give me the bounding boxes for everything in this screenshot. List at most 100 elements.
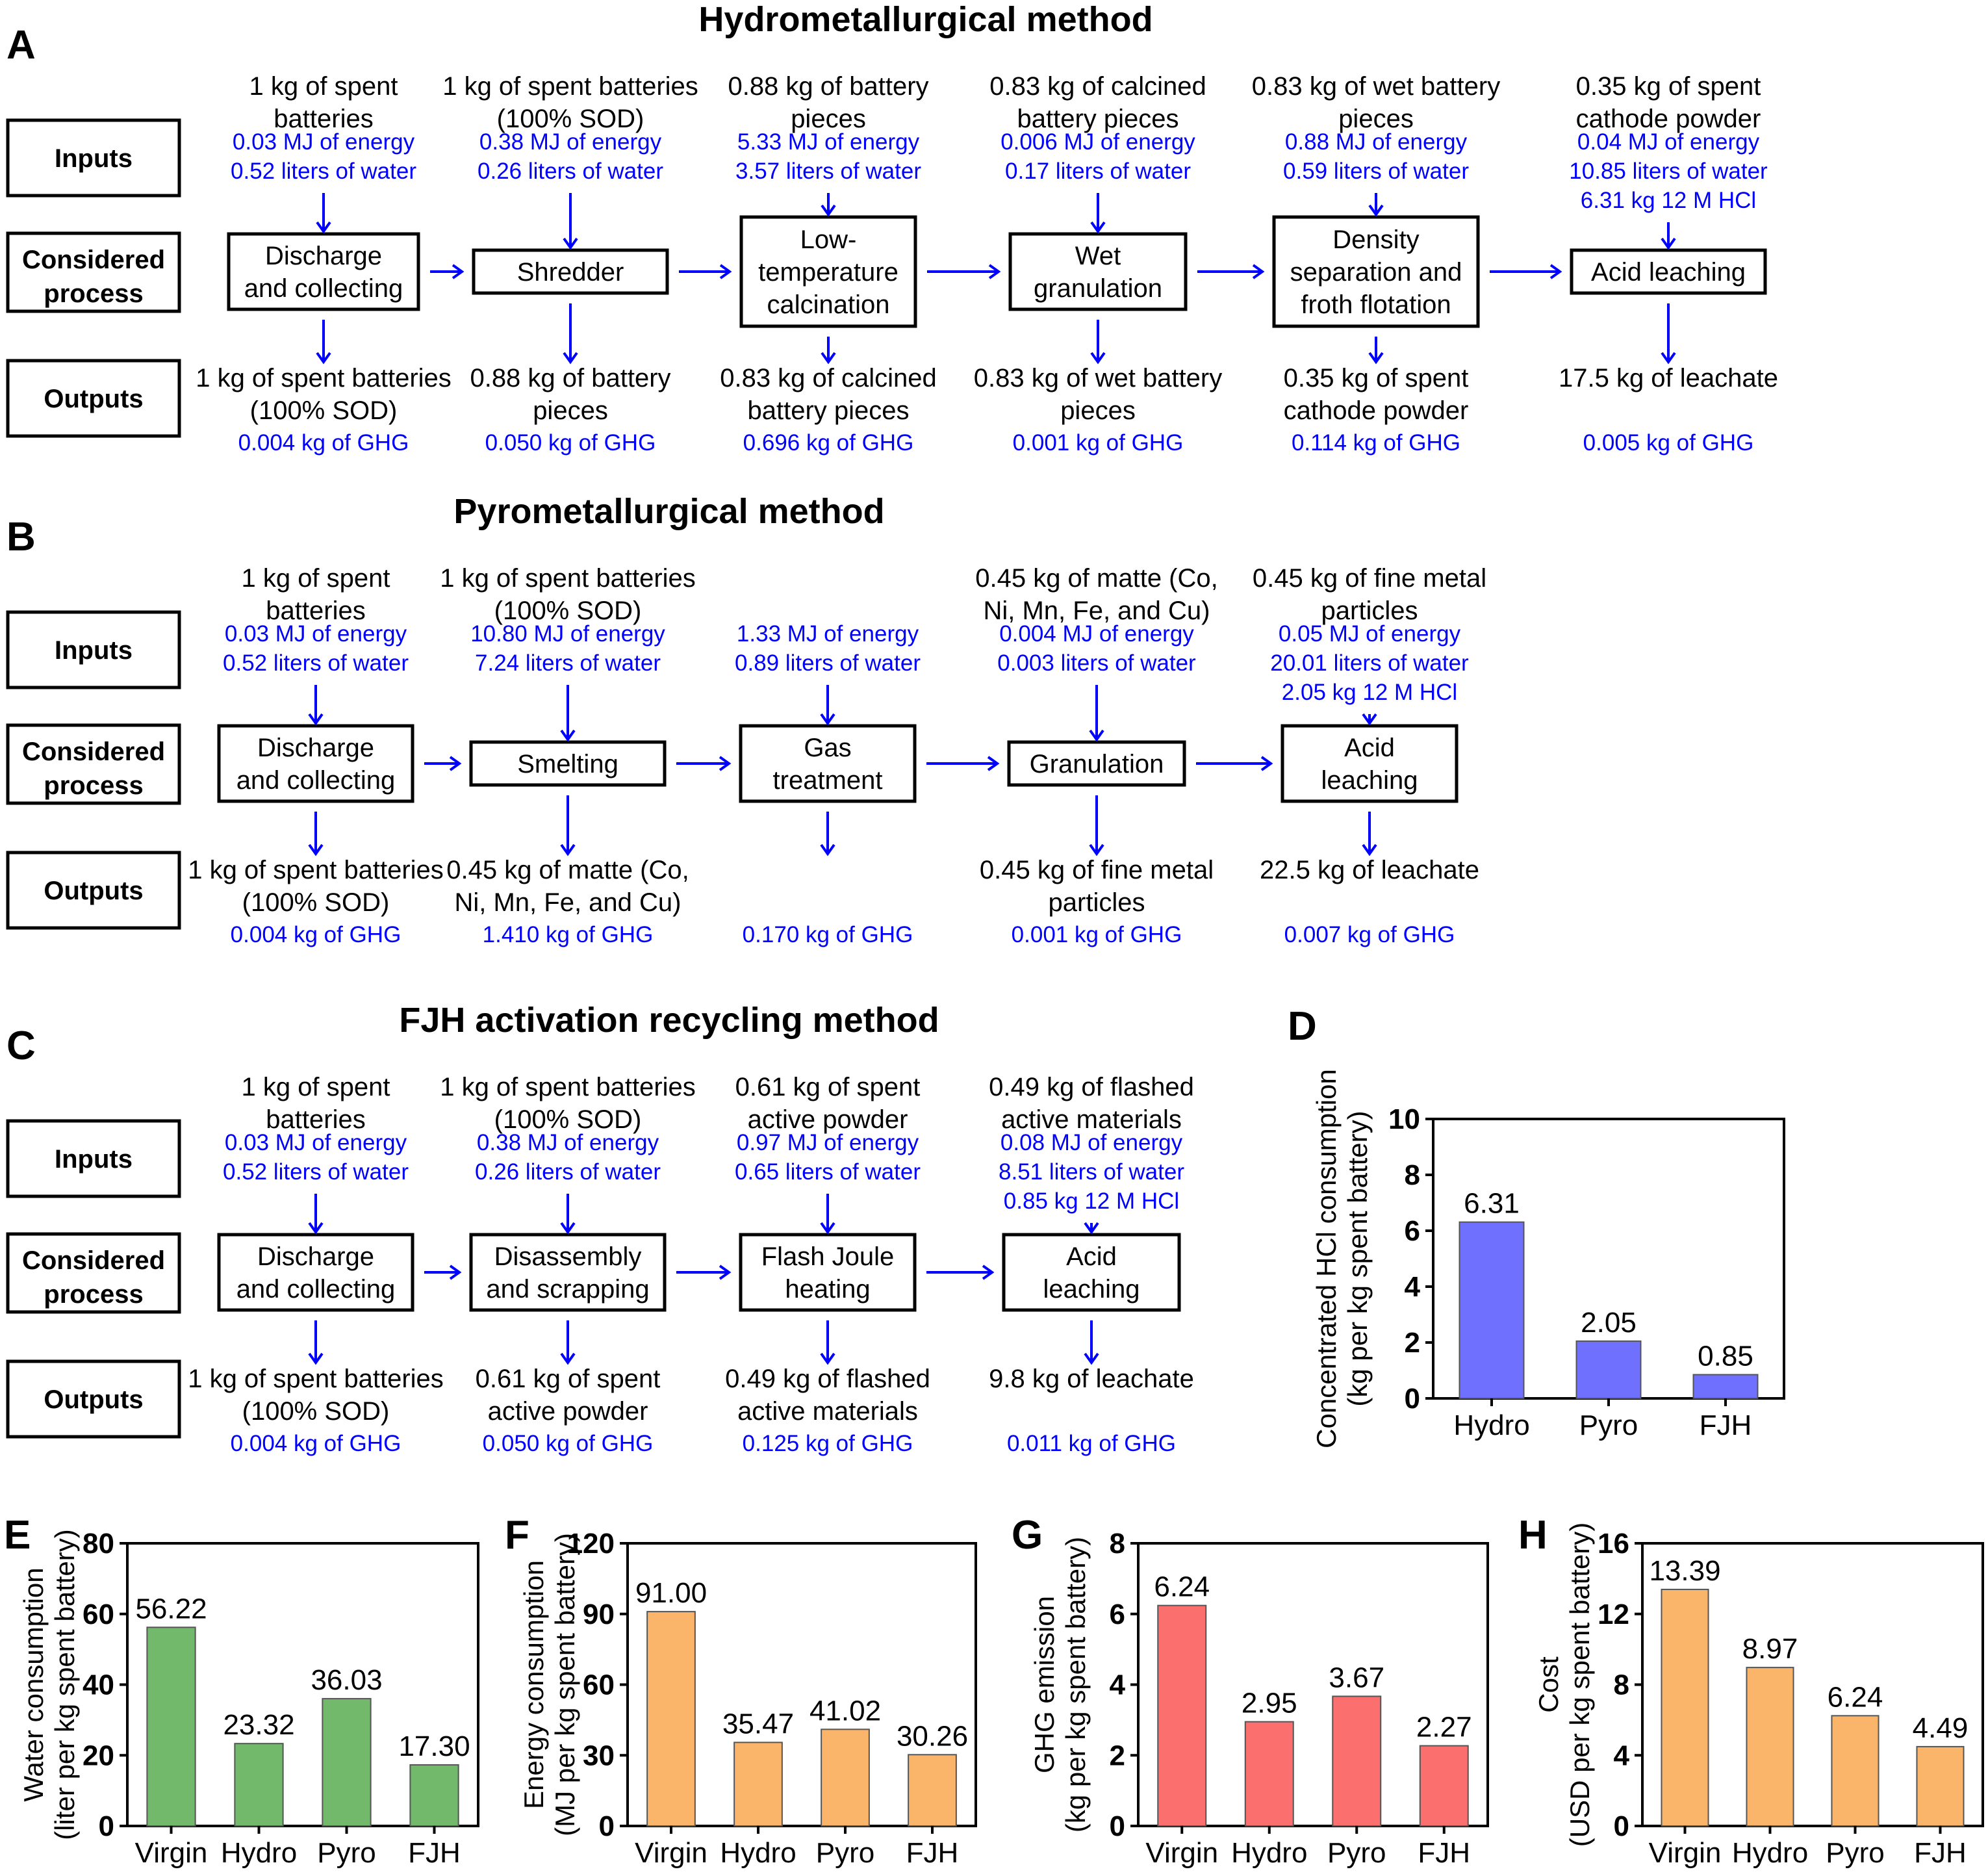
y-tick-label: 4: [1110, 1669, 1126, 1701]
output-arrow-head: [1090, 352, 1106, 365]
output-material: cathode powder: [1284, 396, 1469, 425]
output-arrow-head: [308, 1352, 324, 1365]
input-material: 0.45 kg of fine metal: [1253, 564, 1486, 593]
output-arrow-head: [1084, 1352, 1099, 1365]
output-arrow-head: [560, 843, 576, 856]
y-tick-label: 0: [99, 1810, 114, 1842]
input-resource: 1.33 MJ of energy: [737, 621, 919, 647]
process-box: [1570, 248, 1767, 295]
row-label-outputs-box: [6, 359, 181, 438]
bar-chart-h: H 0 4 8 12 16 Cost (USD per kg spent battery) 13…: [1518, 1513, 1984, 1869]
process-label: Smelting: [517, 750, 618, 778]
row-label-process: process: [44, 1280, 143, 1309]
input-material: 0.83 kg of calcined: [989, 72, 1206, 101]
output-material: 17.5 kg of leachate: [1559, 364, 1778, 392]
bar-chart-e: E 0 20 40 60 80 Water consumption (liter per kg…: [4, 1513, 479, 1869]
output-ghg: 0.007 kg of GHG: [1284, 922, 1455, 947]
input-resource: 0.59 liters of water: [1283, 159, 1469, 184]
process-label: Discharge: [265, 242, 382, 270]
row-label-inputs-box: [6, 1119, 181, 1198]
output-arrow-head: [1362, 843, 1377, 856]
y-tick-label: 20: [83, 1740, 114, 1771]
input-resource: 10.85 liters of water: [1569, 159, 1768, 184]
output-ghg: 0.170 kg of GHG: [743, 922, 913, 947]
input-material: 0.35 kg of spent: [1576, 72, 1761, 101]
y-tick-label: 4: [1405, 1271, 1421, 1303]
x-tick-label: Pyro: [1579, 1409, 1638, 1441]
process-label: heating: [785, 1275, 870, 1304]
output-material: pieces: [533, 396, 608, 425]
x-tick-label: Hydro: [1453, 1409, 1529, 1441]
input-material: (100% SOD): [497, 105, 644, 133]
bar-value-label: 6.24: [1828, 1681, 1883, 1713]
x-tick-label: FJH: [1700, 1409, 1752, 1441]
process-label: Flash Joule: [761, 1242, 895, 1271]
bar-value-label: 56.22: [135, 1593, 207, 1625]
process-label: Granulation: [1030, 750, 1164, 778]
bar-value-label: 6.24: [1154, 1571, 1210, 1603]
output-material: (100% SOD): [242, 1397, 390, 1426]
bar-chart-f: F 0 30 60 90 120 Energy consumption (MJ per kg …: [505, 1513, 977, 1869]
output-arrow-head: [316, 352, 331, 365]
process-label: Acid: [1066, 1242, 1117, 1271]
process-box: [739, 724, 917, 803]
output-ghg: 0.004 kg of GHG: [231, 922, 401, 947]
process-label: Acid: [1344, 734, 1395, 762]
process-label: and collecting: [236, 766, 396, 795]
process-label: calcination: [767, 290, 889, 319]
process-box: [1281, 724, 1459, 803]
input-arrow-head: [560, 729, 576, 742]
row-label-process: Considered: [22, 1246, 165, 1275]
bar: [1661, 1588, 1709, 1827]
process-label: leaching: [1043, 1275, 1140, 1304]
flow-arrow-head: [987, 756, 1000, 771]
input-resource: 5.33 MJ of energy: [737, 129, 920, 155]
output-material: 1 kg of spent batteries: [188, 1365, 444, 1393]
flow-arrow-head: [719, 1265, 732, 1280]
row-label-inputs: Inputs: [55, 144, 133, 173]
input-resource: 0.03 MJ of energy: [225, 1130, 407, 1155]
output-material: (100% SOD): [242, 888, 390, 917]
input-resource: 0.05 MJ of energy: [1279, 621, 1461, 647]
row-label-outputs: Outputs: [44, 1385, 143, 1414]
output-arrow-head: [820, 1352, 835, 1365]
output-arrow-head: [1368, 352, 1384, 365]
output-arrow-head: [820, 843, 835, 856]
output-material: 1 kg of spent batteries: [188, 856, 444, 884]
panel-label-b: B: [6, 515, 36, 559]
process-box: [469, 740, 667, 787]
row-label-process-box: [6, 1232, 181, 1314]
input-arrow-head: [308, 713, 324, 726]
bar: [821, 1728, 870, 1827]
row-label-inputs-box: [6, 118, 181, 198]
row-label-inputs: Inputs: [55, 1145, 133, 1174]
x-tick-label: Pyro: [317, 1837, 376, 1869]
input-material: pieces: [1338, 105, 1414, 133]
y-tick-label: 0: [1405, 1383, 1420, 1415]
y-axis-label: (USD per kg spent battery): [1564, 1523, 1595, 1847]
output-ghg: 1.410 kg of GHG: [483, 922, 654, 947]
input-material: 1 kg of spent batteries: [440, 1073, 696, 1101]
output-material: 1 kg of spent batteries: [196, 364, 452, 392]
y-axis-label: (liter per kg spent battery): [49, 1529, 80, 1840]
bar: [1575, 1340, 1642, 1400]
input-resource: 0.004 MJ of energy: [999, 621, 1194, 647]
row-label-inputs-box: [6, 610, 181, 689]
row-label-process-box: [6, 231, 181, 313]
panel-label-g: G: [1012, 1513, 1043, 1558]
bar-value-label: 6.31: [1464, 1188, 1520, 1220]
process-label: Discharge: [257, 1242, 374, 1271]
panel-label-f: F: [505, 1513, 529, 1558]
bar-value-label: 30.26: [897, 1720, 968, 1752]
bar-value-label: 4.49: [1913, 1712, 1969, 1744]
process-label: temperature: [758, 258, 898, 287]
flow-arrow-head: [1260, 756, 1273, 771]
flow-arrow-head: [449, 1265, 462, 1280]
bar: [1831, 1715, 1880, 1827]
bar: [1916, 1745, 1965, 1827]
bar: [146, 1626, 196, 1827]
input-resource: 0.006 MJ of energy: [1000, 129, 1195, 155]
output-arrow-head: [308, 843, 324, 856]
bar: [322, 1698, 372, 1827]
